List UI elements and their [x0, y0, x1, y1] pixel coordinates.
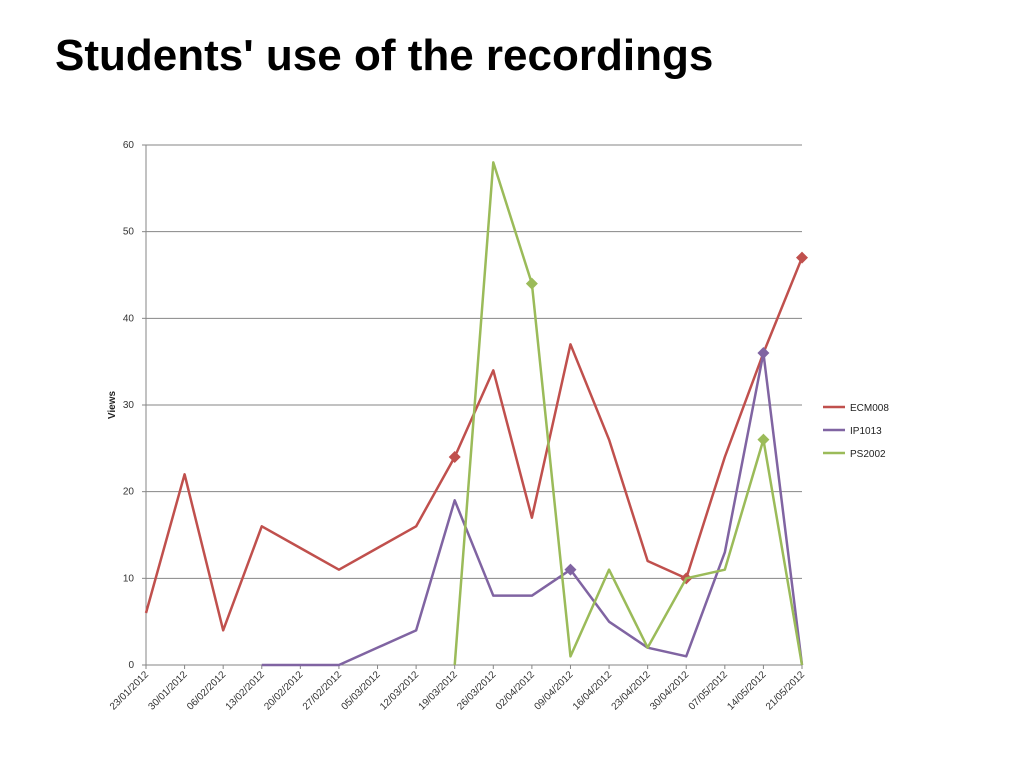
y-tick-label: 60 [123, 140, 135, 151]
y-axis-title: Views [107, 390, 118, 419]
x-tick-label: 20/02/2012 [262, 669, 305, 712]
data-point-marker [448, 451, 461, 463]
data-point-marker [757, 433, 770, 446]
y-tick-label: 30 [123, 400, 135, 411]
series-line-ps2002 [453, 161, 804, 666]
x-tick-label: 23/01/2012 [108, 669, 151, 712]
x-tick-label: 27/02/2012 [301, 669, 344, 712]
slide-title: Students' use of the recordings [55, 31, 714, 80]
y-tick-label: 50 [123, 227, 135, 238]
x-tick-label: 14/05/2012 [725, 669, 768, 712]
x-tick-label: 06/02/2012 [185, 669, 228, 712]
legend-label: IP1013 [850, 426, 882, 437]
x-tick-label: 02/04/2012 [494, 669, 537, 712]
data-point-marker [757, 347, 770, 359]
data-point-marker [525, 277, 538, 290]
legend-label: PS2002 [850, 449, 886, 460]
x-tick-label: 30/01/2012 [147, 669, 190, 712]
x-tick-label: 16/04/2012 [571, 669, 614, 712]
x-tick-label: 07/05/2012 [687, 669, 730, 712]
x-tick-label: 26/03/2012 [455, 669, 498, 712]
legend-label: ECM008 [850, 403, 889, 414]
x-tick-label: 09/04/2012 [532, 669, 575, 712]
x-tick-label: 30/04/2012 [648, 669, 691, 712]
x-tick-label: 21/05/2012 [764, 669, 807, 712]
x-tick-label: 23/04/2012 [610, 669, 653, 712]
series-line-ip1013 [261, 351, 804, 667]
y-tick-label: 0 [128, 660, 134, 671]
x-tick-label: 05/03/2012 [339, 669, 382, 712]
x-tick-label: 12/03/2012 [378, 669, 421, 712]
data-point-marker [564, 563, 577, 576]
y-tick-label: 20 [123, 487, 135, 498]
x-tick-label: 13/02/2012 [224, 669, 267, 712]
y-tick-label: 40 [123, 313, 135, 324]
y-tick-label: 10 [123, 573, 135, 584]
x-tick-label: 19/03/2012 [417, 669, 460, 712]
data-point-marker [796, 251, 808, 264]
